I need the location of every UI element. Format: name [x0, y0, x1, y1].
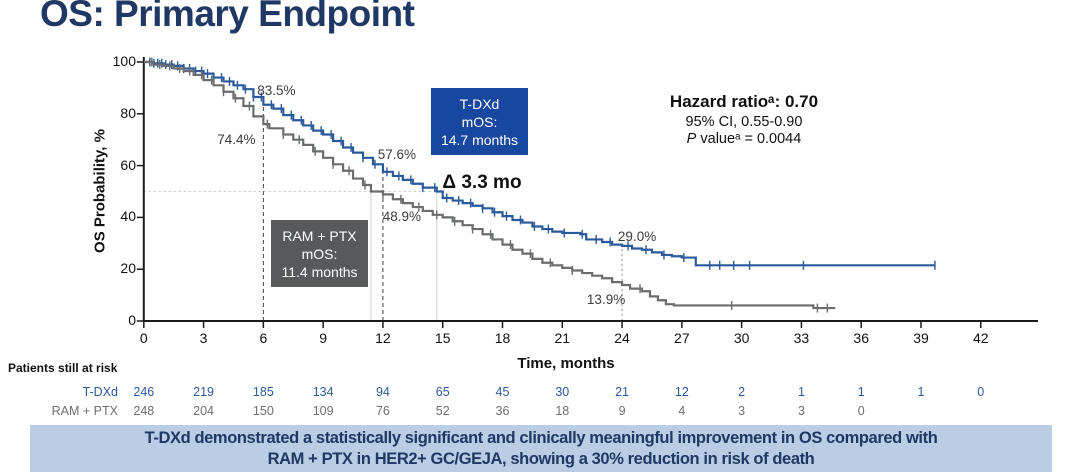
tdxd-mos-arm: T-DXd [459, 96, 500, 112]
at-risk-value: 3 [797, 404, 805, 418]
at-risk-value: 204 [193, 404, 215, 418]
p-value: P valueᵃ = 0.0044 [670, 131, 818, 147]
at-risk-value: 0 [857, 404, 865, 418]
x-tick-label: 39 [913, 330, 929, 346]
x-tick-label: 3 [199, 330, 208, 346]
at-risk-value: 1 [797, 385, 805, 399]
at-risk-row-label-ram: RAM + PTX [51, 404, 118, 418]
x-tick-label: 36 [853, 330, 869, 346]
at-risk-value: 94 [375, 385, 390, 399]
tdxd-mos-value: 14.7 months [440, 132, 519, 149]
at-risk-value: 0 [977, 385, 985, 399]
at-risk-value: 36 [495, 404, 510, 418]
at-risk-value: 52 [435, 404, 450, 418]
at-risk-value: 185 [252, 385, 274, 399]
x-tick-label: 30 [733, 330, 750, 346]
at-risk-value: 45 [495, 385, 510, 399]
y-tick-label: 40 [120, 208, 136, 225]
x-tick-label: 42 [972, 330, 989, 346]
x-tick-label: 0 [139, 330, 148, 346]
at-risk-value: 30 [555, 385, 570, 399]
ram-mos-label: mOS: [301, 246, 338, 263]
at-risk-value: 18 [555, 404, 570, 418]
at-risk-header: Patients still at risk [8, 361, 118, 375]
at-risk-value: 4 [678, 404, 686, 418]
at-risk-value: 9 [618, 404, 626, 418]
percent-annotation: 48.9% [382, 209, 422, 225]
x-tick-label: 12 [375, 330, 391, 346]
at-risk-value: 1 [857, 385, 865, 399]
hazard-ratio-value: Hazard ratioᵃ: 0.70 [669, 92, 819, 111]
percent-annotation: 57.6% [377, 146, 417, 162]
y-tick-label: 20 [120, 260, 136, 277]
at-risk-row-label-tdxd: T-DXd [82, 385, 118, 399]
x-axis-label: Time, months [517, 355, 615, 372]
p-value-symbol: P [686, 131, 697, 147]
percent-annotation: 13.9% [586, 291, 626, 307]
percent-annotation: 74.4% [217, 132, 256, 148]
ram-mos-value: 11.4 months [281, 264, 358, 281]
at-risk-value: 109 [312, 404, 334, 418]
ram-mos-callout: RAM + PTX mOS: 11.4 months [271, 220, 368, 287]
tdxd-mos-callout: T-DXd mOS: 14.7 months [431, 88, 528, 155]
at-risk-value: 21 [615, 385, 630, 399]
at-risk-value: 248 [133, 404, 155, 418]
hazard-ratio-block: Hazard ratioᵃ: 0.70 95% CI, 0.55-0.90 P … [670, 92, 818, 147]
x-tick-label: 27 [674, 330, 690, 346]
at-risk-value: 246 [133, 385, 155, 399]
x-tick-label: 6 [259, 330, 268, 346]
conclusion-banner: T-DXd demonstrated a statistically signi… [30, 425, 1052, 472]
y-tick-label: 0 [128, 312, 136, 328]
y-tick-label: 100 [112, 53, 136, 69]
page-title: OS: Primary Endpoint [40, 0, 415, 34]
tdxd-mos-label: mOS: [461, 114, 498, 131]
at-risk-value: 1 [917, 385, 925, 399]
percent-annotation: 29.0% [617, 228, 657, 244]
y-tick-label: 80 [120, 104, 136, 121]
x-tick-label: 18 [494, 330, 511, 346]
at-risk-value: 2 [738, 385, 746, 399]
at-risk-value: 3 [738, 404, 746, 418]
x-tick-label: 21 [554, 330, 571, 346]
x-tick-label: 33 [793, 330, 810, 346]
x-tick-label: 15 [434, 330, 451, 346]
at-risk-value: 12 [674, 385, 689, 399]
x-tick-label: 24 [614, 330, 630, 346]
median-delta-label: Δ 3.3 mo [442, 172, 522, 193]
at-risk-value: 76 [375, 404, 390, 418]
y-tick-label: 60 [120, 156, 136, 173]
at-risk-value: 219 [193, 385, 215, 399]
at-risk-value: 65 [435, 385, 450, 399]
at-risk-value: 150 [252, 404, 274, 418]
percent-annotation: 83.5% [257, 82, 296, 98]
conclusion-line-2: RAM + PTX in HER2+ GC/GEJA, showing a 30… [267, 449, 815, 468]
p-value-text: valueᵃ = 0.0044 [696, 131, 802, 147]
conclusion-line-1: T-DXd demonstrated a statistically signi… [144, 429, 938, 448]
x-tick-label: 9 [319, 330, 328, 346]
confidence-interval: 95% CI, 0.55-0.90 [685, 114, 803, 130]
y-axis-label: OS Probability, % [91, 129, 109, 253]
ram-mos-arm: RAM + PTX [282, 228, 357, 244]
at-risk-value: 134 [312, 385, 334, 399]
